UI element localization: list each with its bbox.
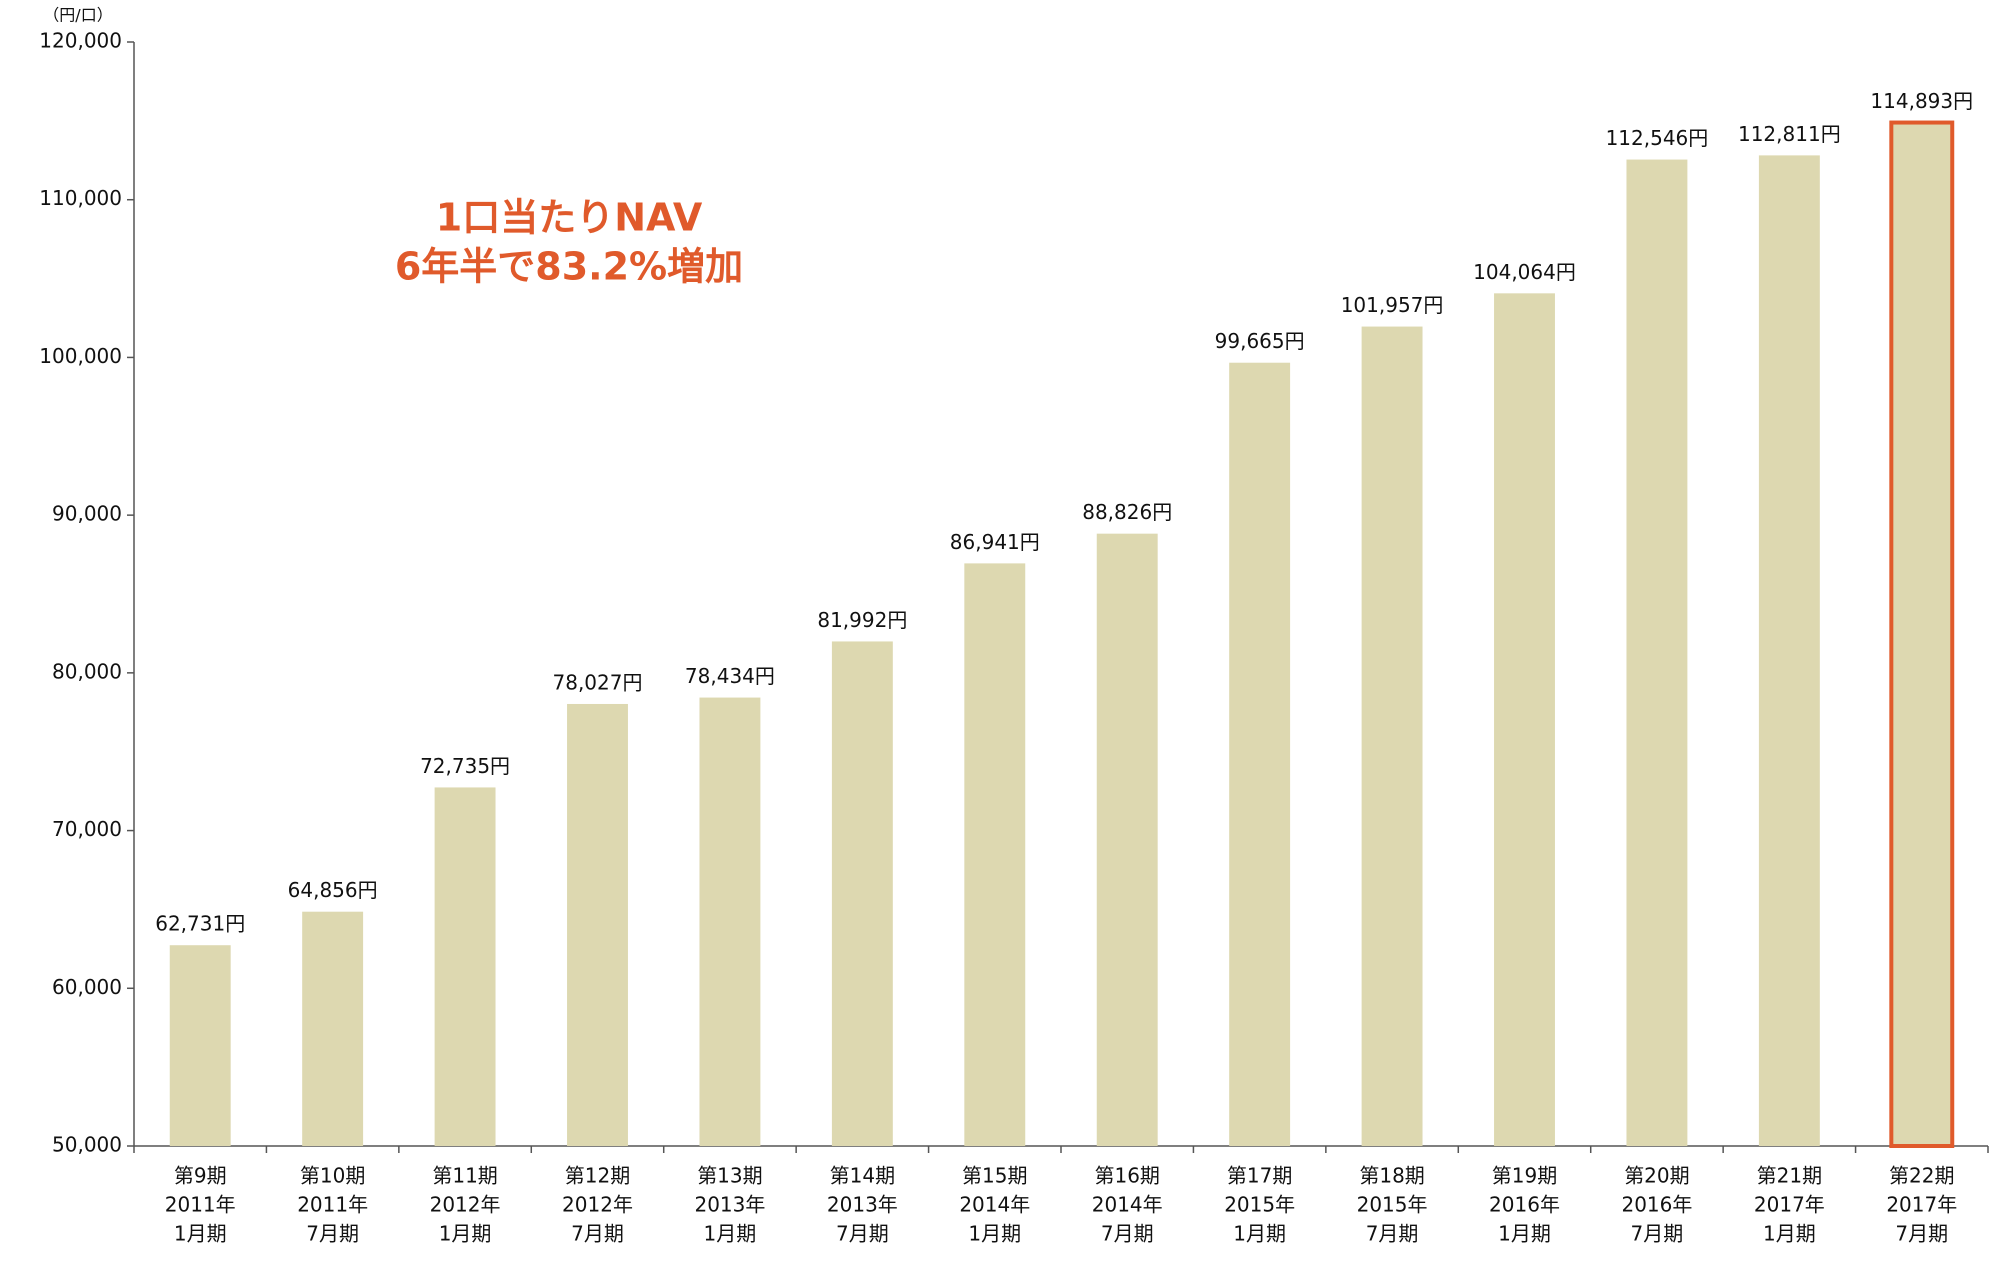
y-tick-label: 120,000	[39, 29, 122, 53]
x-tick-label: 2011年	[165, 1193, 236, 1217]
y-tick-label: 60,000	[52, 975, 122, 999]
y-tick-label: 110,000	[39, 186, 122, 210]
x-tick-label: 2013年	[694, 1193, 765, 1217]
value-label: 78,434円	[685, 664, 775, 688]
y-tick-label: 100,000	[39, 344, 122, 368]
bar	[1889, 120, 1955, 1149]
y-tick-label: 50,000	[52, 1133, 122, 1157]
bar	[1758, 155, 1820, 1146]
x-tick-label: 第16期	[1094, 1164, 1159, 1188]
x-tick-label: 7月期	[1101, 1222, 1154, 1246]
x-tick-label: 1月期	[174, 1222, 227, 1246]
x-tick-label: 1月期	[1233, 1222, 1286, 1246]
x-tick-label: 2011年	[297, 1193, 368, 1217]
bar	[434, 787, 496, 1146]
bar	[302, 911, 364, 1146]
x-tick-label: 第19期	[1492, 1164, 1557, 1188]
bar	[831, 641, 893, 1146]
bar	[1626, 159, 1688, 1146]
bar	[1494, 293, 1555, 1146]
annotation: 1口当たりNAV	[436, 196, 703, 240]
x-tick-label: 7月期	[1631, 1222, 1684, 1246]
x-tick-label: 第18期	[1359, 1164, 1424, 1188]
value-label: 86,941円	[950, 530, 1040, 554]
x-tick-label: 7月期	[1895, 1222, 1948, 1246]
x-tick-label: 2012年	[430, 1193, 501, 1217]
value-label: 114,893円	[1870, 89, 1973, 113]
x-tick-label: 第21期	[1757, 1164, 1822, 1188]
y-tick-label: 80,000	[52, 659, 122, 683]
x-tick-label: 1月期	[704, 1222, 757, 1246]
value-label: 112,546円	[1606, 126, 1709, 150]
bar	[1229, 362, 1291, 1146]
x-tick-label: 2016年	[1489, 1193, 1560, 1217]
value-label: 64,856円	[288, 878, 378, 902]
x-tick-label: 7月期	[306, 1222, 359, 1246]
x-tick-label: 2015年	[1357, 1193, 1428, 1217]
value-label: 112,811円	[1738, 122, 1841, 146]
value-label: 104,064円	[1473, 260, 1576, 284]
y-tick-label: 90,000	[52, 502, 122, 526]
bar	[1361, 326, 1423, 1147]
x-tick-label: 第12期	[565, 1164, 630, 1188]
x-tick-label: 2014年	[959, 1193, 1030, 1217]
x-tick-label: 第15期	[962, 1164, 1027, 1188]
annotation: 6年半で83.2%増加	[395, 245, 743, 289]
x-tick-label: 第11期	[432, 1164, 497, 1188]
bar	[1096, 533, 1158, 1146]
x-tick-label: 2016年	[1621, 1193, 1692, 1217]
x-tick-label: 2013年	[827, 1193, 898, 1217]
x-tick-label: 1月期	[968, 1222, 1021, 1246]
x-tick-label: 第9期	[174, 1164, 227, 1188]
x-tick-label: 第22期	[1889, 1164, 1954, 1188]
x-tick-label: 第17期	[1227, 1164, 1292, 1188]
value-label: 99,665円	[1215, 329, 1305, 353]
x-tick-label: 1月期	[439, 1222, 492, 1246]
bar	[567, 703, 628, 1146]
bar	[169, 945, 231, 1146]
x-tick-label: 2017年	[1754, 1193, 1825, 1217]
x-tick-label: 第10期	[300, 1164, 365, 1188]
value-label: 101,957円	[1341, 293, 1444, 317]
x-tick-label: 1月期	[1763, 1222, 1816, 1246]
x-tick-label: 7月期	[1366, 1222, 1419, 1246]
value-label: 81,992円	[817, 608, 907, 632]
x-tick-label: 1月期	[1498, 1222, 1551, 1246]
bar	[699, 697, 761, 1146]
x-tick-label: 第20期	[1624, 1164, 1689, 1188]
x-tick-label: 2017年	[1886, 1193, 1957, 1217]
value-label: 88,826円	[1082, 500, 1172, 524]
x-tick-label: 第14期	[830, 1164, 895, 1188]
value-label: 62,731円	[155, 912, 245, 936]
y-unit-label: （円/口）	[43, 6, 112, 25]
bar	[964, 563, 1026, 1146]
value-label: 72,735円	[420, 754, 510, 778]
x-tick-label: 2015年	[1224, 1193, 1295, 1217]
x-tick-label: 第13期	[697, 1164, 762, 1188]
value-label: 78,027円	[553, 670, 643, 694]
x-tick-label: 7月期	[836, 1222, 889, 1246]
x-tick-label: 2012年	[562, 1193, 633, 1217]
y-tick-label: 70,000	[52, 817, 122, 841]
x-tick-label: 7月期	[571, 1222, 624, 1246]
x-tick-label: 2014年	[1092, 1193, 1163, 1217]
